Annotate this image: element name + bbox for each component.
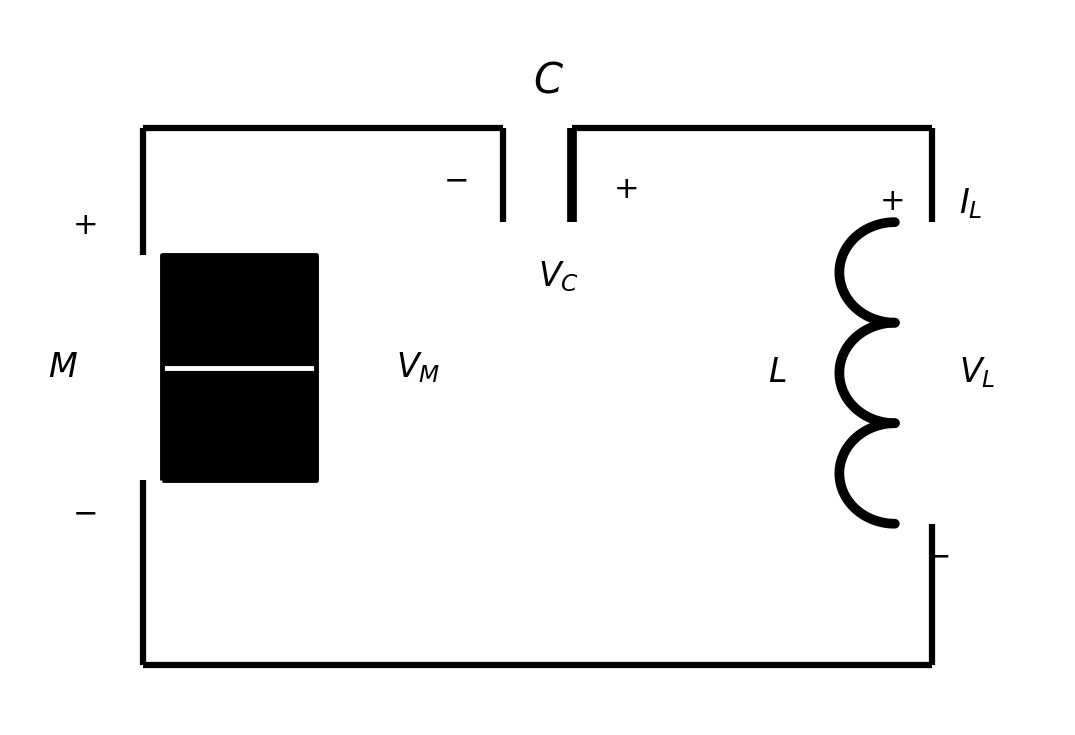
Text: $-$: $-$: [926, 541, 949, 572]
Text: $V_M$: $V_M$: [396, 350, 440, 385]
Text: $M$: $M$: [48, 351, 77, 384]
Text: $L$: $L$: [769, 356, 787, 390]
Text: $C$: $C$: [533, 60, 563, 101]
Text: $-$: $-$: [72, 498, 97, 528]
Text: $+$: $+$: [72, 210, 97, 241]
Text: $+$: $+$: [613, 173, 637, 204]
Text: $V_C$: $V_C$: [539, 259, 579, 294]
Text: $-$: $-$: [443, 164, 468, 196]
Text: $V_L$: $V_L$: [959, 356, 995, 390]
Text: $I_L$: $I_L$: [959, 187, 983, 221]
Bar: [162, 255, 316, 480]
Text: $+$: $+$: [879, 186, 904, 218]
